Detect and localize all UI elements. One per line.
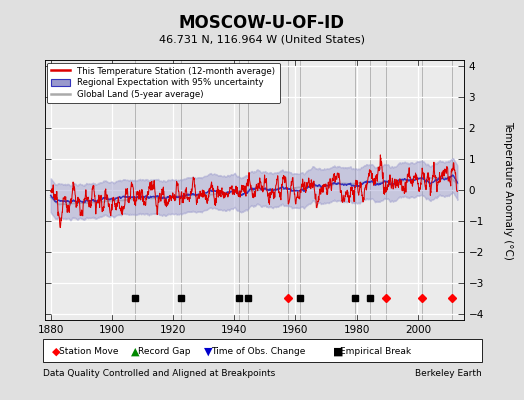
Text: Time of Obs. Change: Time of Obs. Change bbox=[211, 347, 305, 356]
Text: Record Gap: Record Gap bbox=[138, 347, 190, 356]
Legend: This Temperature Station (12-month average), Regional Expectation with 95% uncer: This Temperature Station (12-month avera… bbox=[47, 62, 280, 103]
Text: 46.731 N, 116.964 W (United States): 46.731 N, 116.964 W (United States) bbox=[159, 34, 365, 44]
Text: Empirical Break: Empirical Break bbox=[340, 347, 411, 356]
Text: ▲: ▲ bbox=[131, 346, 139, 356]
Y-axis label: Temperature Anomaly (°C): Temperature Anomaly (°C) bbox=[504, 120, 514, 260]
Text: Station Move: Station Move bbox=[59, 347, 119, 356]
Text: ■: ■ bbox=[333, 346, 343, 356]
Text: ◆: ◆ bbox=[52, 346, 61, 356]
Text: MOSCOW-U-OF-ID: MOSCOW-U-OF-ID bbox=[179, 14, 345, 32]
Text: Berkeley Earth: Berkeley Earth bbox=[415, 369, 482, 378]
Text: ▼: ▼ bbox=[204, 346, 213, 356]
Text: Data Quality Controlled and Aligned at Breakpoints: Data Quality Controlled and Aligned at B… bbox=[43, 369, 276, 378]
